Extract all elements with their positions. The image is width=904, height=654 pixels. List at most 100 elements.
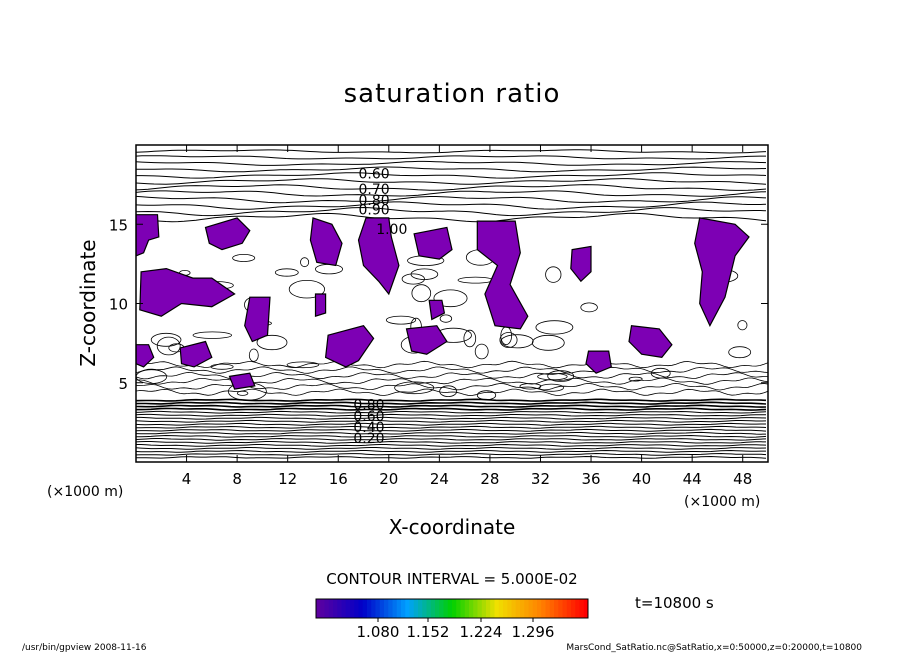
lower-contour-line: [136, 428, 767, 432]
colorbar-tick-label: 1.080: [357, 623, 400, 641]
colorbar-cell: [371, 599, 376, 618]
colorbar-cell: [566, 599, 572, 618]
colorbar-cell: [515, 599, 521, 618]
mid-contour-loop: [539, 383, 564, 392]
supersaturated-region: [628, 325, 673, 359]
colorbar-tick-label: 1.296: [512, 623, 555, 641]
x-tick-label: 32: [531, 470, 550, 488]
supersaturated-regions: [136, 214, 750, 390]
colorbar: [316, 599, 589, 618]
upper-contour-line: [136, 184, 767, 191]
lower-contour-line: [136, 407, 767, 411]
chart-title: saturation ratio: [344, 79, 561, 109]
colorbar-cell: [324, 599, 330, 618]
upper-contour-line: [136, 190, 767, 197]
colorbar-cell: [464, 599, 470, 618]
colorbar-cell: [549, 599, 555, 618]
lower-contour-line: [136, 437, 767, 441]
colorbar-cell: [396, 599, 402, 618]
colorbar-cell: [413, 599, 419, 618]
colorbar-cell: [520, 599, 525, 618]
mid-contour-loop: [150, 332, 182, 347]
lower-contour-line: [136, 446, 767, 450]
mid-contour-loop: [385, 315, 417, 325]
x-tick-label: 44: [683, 470, 702, 488]
mid-contour-loop: [401, 273, 425, 285]
colorbar-cell: [460, 599, 466, 618]
supersaturated-region: [309, 217, 343, 267]
colorbar-cell: [507, 599, 512, 618]
x-tick-label: 16: [329, 470, 348, 488]
x-tick-label: 12: [278, 470, 297, 488]
colorbar-cell: [532, 599, 538, 618]
mid-contour-line: [136, 360, 768, 369]
mid-contour-loop: [314, 263, 343, 275]
supersaturated-region: [570, 245, 592, 283]
colorbar-cell: [473, 599, 478, 618]
supersaturated-region: [204, 217, 251, 251]
colorbar-cell: [583, 599, 589, 618]
mid-contour-loop: [474, 343, 489, 360]
supersaturated-region: [228, 372, 256, 390]
lower-contour-line: [136, 413, 767, 417]
upper-contour-line: [136, 160, 767, 166]
mid-contour-loop: [286, 361, 320, 369]
supersaturated-region: [179, 340, 213, 368]
x-tick-label: 28: [480, 470, 499, 488]
y-tick-label: 5: [118, 375, 128, 393]
x-unit-label-right: (×1000 m): [684, 494, 760, 510]
lower-contour-line: [136, 398, 767, 402]
x-tick-label: 36: [581, 470, 600, 488]
y-axis: 5 10 15: [109, 216, 768, 393]
lower-contour-line: [136, 410, 767, 414]
y-tick-label: 10: [109, 296, 128, 314]
lower-contour-line: [136, 401, 767, 405]
colorbar-cell: [579, 599, 585, 618]
lower-contour-line: [136, 449, 766, 453]
mid-contour-loop: [531, 334, 565, 351]
contour-label: 0.70: [359, 182, 390, 198]
lower-contour-line: [136, 440, 767, 444]
supersaturated-region: [314, 293, 327, 318]
colorbar-tick-label: 1.224: [460, 623, 503, 641]
mid-contour-loop: [288, 280, 325, 299]
lower-contour-line: [136, 455, 767, 459]
mid-contour-loop: [545, 266, 562, 283]
colorbar-cell: [341, 599, 347, 618]
colorbar-cell: [558, 599, 563, 618]
mid-contour-line: [136, 366, 768, 374]
colorbar-frame: [315, 598, 589, 619]
colorbar-cell: [452, 599, 457, 618]
upper-contour-line: [136, 178, 767, 185]
contour-label: 0.40: [353, 420, 384, 436]
mid-contour-loop: [439, 314, 453, 323]
colorbar-cell: [354, 599, 359, 618]
colorbar-cell: [554, 599, 559, 618]
colorbar-cell: [477, 599, 483, 618]
mid-contour-loop: [411, 284, 432, 303]
contour-label: 0.80: [359, 193, 390, 209]
mid-contour-loop: [628, 376, 643, 382]
supersaturated-region: [405, 325, 448, 355]
mid-contour-lines: [136, 249, 768, 401]
colorbar-cell: [409, 599, 415, 618]
colorbar-cell: [337, 599, 342, 618]
colorbar-cell: [392, 599, 398, 618]
lower-contour-line: [136, 419, 767, 423]
colorbar-cell: [524, 599, 529, 618]
mid-contour-loop: [439, 385, 458, 398]
colorbar-cell: [328, 599, 334, 618]
supersaturated-region: [324, 325, 375, 368]
supersaturated-region: [694, 217, 750, 328]
lower-contour-line: [136, 404, 767, 408]
upper-contour-line: [136, 172, 767, 179]
contour-label: 0.80: [353, 398, 384, 414]
colorbar-cell: [405, 599, 410, 618]
colorbar-cell: [528, 599, 534, 618]
mid-contour-loop: [499, 332, 518, 348]
colorbar-cell: [503, 599, 508, 618]
mid-contour-loop: [300, 257, 310, 268]
x-axis-title: X-coordinate: [389, 515, 516, 539]
colorbar-cell: [350, 599, 355, 618]
